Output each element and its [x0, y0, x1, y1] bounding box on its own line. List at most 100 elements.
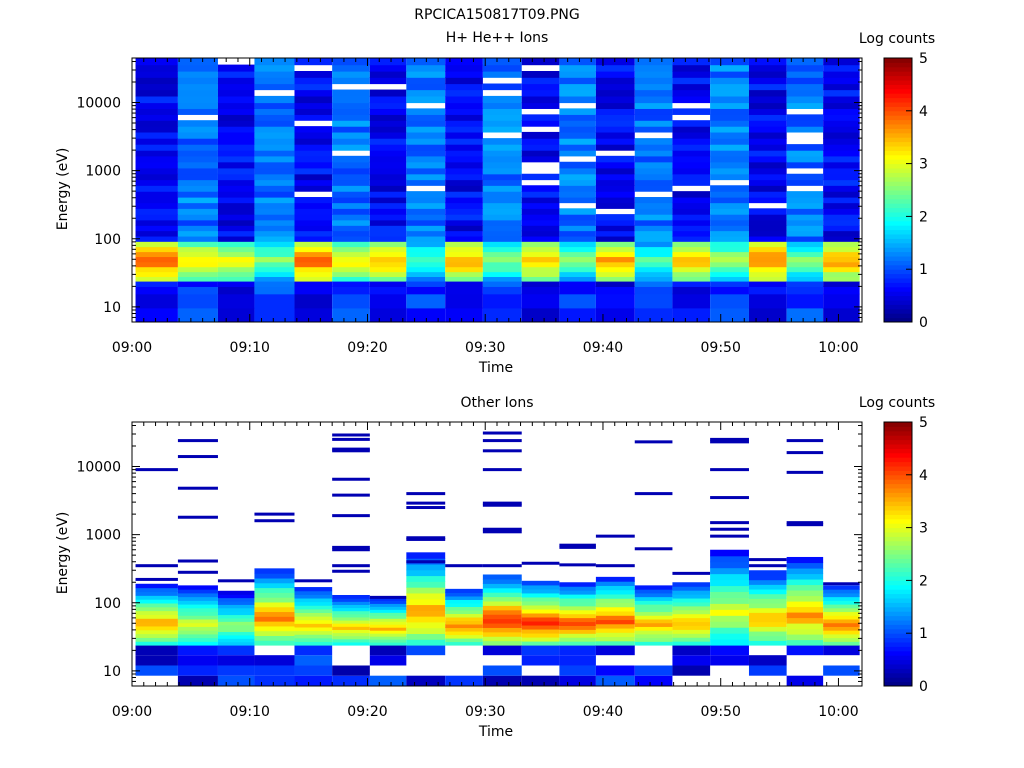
heatmap-cell [823, 150, 860, 157]
heatmap-cell [177, 665, 218, 676]
heatmap-cell [406, 108, 446, 115]
heatmap-cell [135, 225, 178, 232]
heatmap-cell [710, 579, 749, 587]
heatmap-cell [559, 191, 596, 198]
heatmap-cell [823, 626, 860, 631]
heatmap-cell [332, 241, 370, 248]
heatmap-cell [369, 639, 407, 643]
heatmap-cell [482, 235, 522, 242]
colorbar-step [884, 496, 912, 502]
heatmap-cell [177, 675, 218, 686]
heatmap-cell [254, 592, 295, 598]
heatmap-cell [217, 276, 255, 282]
heatmap-cell [595, 293, 635, 309]
colorbar-step [884, 141, 912, 147]
heatmap-cell [748, 598, 787, 604]
heatmap-cell [445, 89, 483, 97]
heatmap-cell [559, 208, 596, 215]
heatmap-cells [135, 431, 860, 686]
heatmap-cell [672, 191, 711, 198]
heatmap-cell [595, 606, 635, 612]
heatmap-cell [482, 114, 522, 121]
heatmap-cell [406, 280, 446, 287]
heatmap-cell [294, 655, 333, 666]
heatmap-cell [369, 618, 407, 622]
sparse-count-line [786, 451, 824, 455]
heatmap-cell [595, 144, 635, 151]
heatmap-cell [294, 95, 333, 104]
colorbar-step [884, 207, 912, 213]
colorbar-step [884, 102, 912, 107]
heatmap-cell [559, 256, 596, 263]
heatmap-cell [634, 633, 673, 639]
colorbar-step [884, 97, 912, 103]
heatmap-cell [595, 235, 635, 242]
colorbar-frame [883, 421, 913, 687]
heatmap-cell [595, 619, 635, 625]
heatmap-cell [482, 102, 522, 109]
heatmap-cell [710, 307, 749, 322]
heatmap-cell [634, 114, 673, 121]
heatmap-cell [786, 271, 824, 278]
heatmap-cell [135, 251, 178, 258]
heatmap-cell [406, 610, 446, 617]
colorbar-step [884, 444, 912, 449]
heatmap-cell [672, 601, 711, 607]
colorbar-tick-label: 3 [919, 157, 928, 173]
heatmap-cell [482, 83, 522, 91]
heatmap-cell [294, 114, 333, 121]
heatmap-cell [445, 627, 483, 632]
heatmap-cell [135, 77, 178, 85]
heatmap-cell [254, 114, 295, 121]
heatmap-cell [177, 225, 218, 232]
heatmap-cell [217, 607, 255, 612]
colorbar-step [884, 137, 912, 143]
heatmap-cell [135, 599, 178, 604]
colorbar-step [884, 611, 912, 617]
heatmap-cell [559, 108, 596, 115]
heatmap-cell [634, 622, 673, 627]
heatmap-cell [710, 555, 749, 563]
heatmap-cell [135, 102, 178, 109]
heatmap-cell [406, 161, 446, 169]
heatmap-cell [482, 600, 522, 606]
heatmap-cell [595, 286, 635, 295]
heatmap-cell [823, 276, 860, 282]
heatmap-cell [406, 179, 446, 186]
heatmap-cell [135, 583, 178, 589]
heatmap-cell [217, 271, 255, 278]
colorbar-step [884, 558, 912, 564]
heatmap-cell [710, 633, 749, 640]
heatmap-cell [294, 601, 333, 606]
heatmap-cell [786, 556, 824, 564]
heatmap-cell [369, 70, 407, 78]
colorbar-step [884, 238, 912, 244]
sparse-count-line [710, 437, 749, 441]
heatmap-cell [521, 675, 560, 686]
heatmap-cell [445, 592, 483, 597]
colorbar-step [884, 198, 912, 204]
heatmap-cell [294, 241, 333, 248]
heatmap-cell [369, 600, 407, 604]
heatmap-cell [406, 208, 446, 215]
colorbar-step [884, 545, 912, 551]
heatmap-cell [294, 83, 333, 91]
heatmap-cell [634, 246, 673, 253]
heatmap-cell [445, 616, 483, 622]
heatmap-cell [406, 64, 446, 72]
heatmap-cell [177, 256, 218, 263]
heatmap-cell [445, 214, 483, 221]
heatmap-cell [177, 120, 218, 127]
colorbar-step [884, 282, 912, 288]
heatmap-cell [254, 219, 295, 226]
heatmap-cell [254, 280, 295, 287]
heatmap-cell [672, 155, 711, 163]
heatmap-cell [595, 623, 635, 629]
sparse-count-line [482, 530, 522, 534]
colorbar-step [884, 163, 912, 169]
colorbar-step [884, 677, 912, 683]
heatmap-cell [710, 251, 749, 258]
colorbar-tick-label: 4 [919, 104, 928, 120]
heatmap-cell [254, 655, 295, 666]
heatmap-cell [217, 144, 255, 151]
